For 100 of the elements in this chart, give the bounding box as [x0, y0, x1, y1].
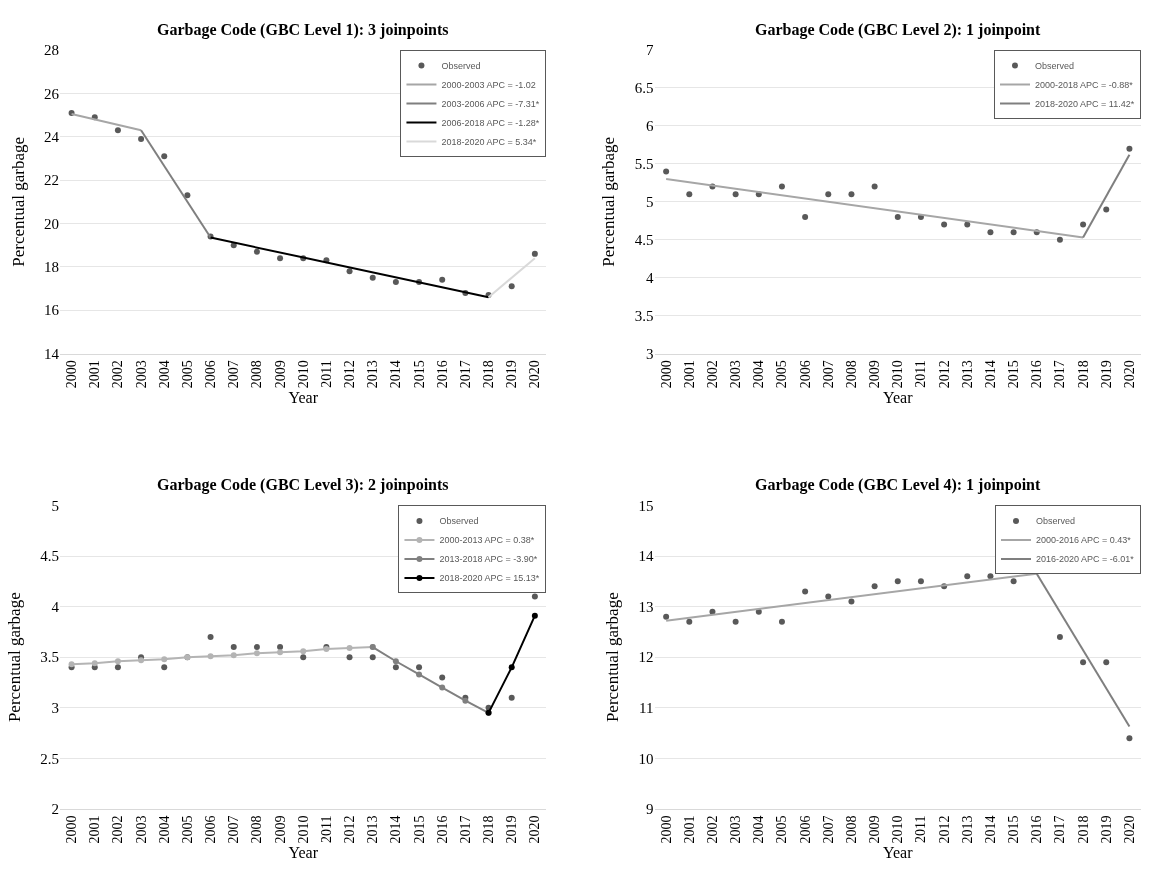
y-tick-label: 3 [646, 345, 654, 362]
y-tick-label: 28 [44, 42, 59, 59]
x-tick-label: 2016 [1029, 815, 1045, 844]
x-tick-label: 2004 [156, 360, 172, 389]
x-tick-label: 2002 [705, 815, 721, 844]
x-tick-label: 2012 [342, 360, 358, 389]
y-tick-label: 7 [646, 42, 655, 59]
x-tick-label: 2017 [457, 815, 473, 844]
legend-label: 2016-2020 APC = -6.01* [1036, 554, 1135, 565]
x-tick-label: 2008 [249, 360, 265, 389]
x-tick-label: 2018 [481, 360, 497, 389]
x-tick-label: 2012 [936, 815, 952, 844]
x-tick-label: 2005 [179, 360, 195, 389]
y-tick-label: 3.5 [40, 649, 59, 666]
y-tick-label: 6.5 [634, 80, 654, 97]
x-tick-label: 2009 [867, 360, 883, 389]
x-tick-label: 2006 [797, 815, 813, 844]
x-tick-label: 2005 [774, 815, 790, 844]
x-tick-label: 2001 [681, 360, 697, 389]
x-tick-label: 2013 [365, 360, 381, 389]
chart-title: Garbage Code (GBC Level 1): 3 joinpoints [157, 21, 449, 39]
x-tick-label: 2004 [751, 360, 767, 389]
y-tick-label: 4 [646, 269, 655, 286]
legend-label: 2018-2020 APC = 15.13* [439, 573, 540, 584]
x-tick-label: 2019 [504, 815, 520, 844]
y-tick-label: 2 [51, 801, 59, 818]
y-tick-label: 18 [44, 259, 59, 276]
x-tick-label: 2011 [913, 360, 929, 388]
x-tick-label: 2010 [295, 360, 311, 389]
x-tick-label: 2005 [179, 815, 195, 844]
y-tick-label: 4.5 [634, 232, 654, 248]
x-axis-title: Year [883, 844, 914, 862]
x-tick-label: 2007 [820, 360, 836, 389]
x-tick-label: 2013 [959, 360, 975, 389]
x-tick-label: 2006 [203, 360, 219, 389]
x-tick-label: 2004 [751, 815, 767, 844]
x-tick-label: 2003 [133, 815, 149, 844]
y-tick-label: 11 [639, 700, 654, 717]
x-tick-label: 2019 [1098, 360, 1114, 389]
y-tick-label: 14 [44, 345, 60, 362]
y-tick-label: 26 [44, 85, 60, 102]
x-tick-label: 2017 [1052, 360, 1068, 389]
x-tick-label: 2014 [388, 360, 404, 389]
x-tick-label: 2020 [1121, 815, 1137, 844]
chart-title: Garbage Code (GBC Level 4): 1 joinpoint [755, 476, 1041, 494]
y-tick-label: 5 [51, 497, 59, 514]
y-tick-label: 5 [646, 194, 654, 211]
legend-label: 2018-2020 APC = 11.42* [1035, 99, 1135, 110]
x-tick-label: 2018 [481, 815, 497, 844]
legend-label: Observed [441, 61, 481, 72]
x-tick-label: 2014 [982, 360, 998, 389]
chart-title: Garbage Code (GBC Level 2): 1 joinpoint [755, 21, 1041, 39]
x-tick-label: 2017 [457, 360, 473, 389]
y-axis-title: Percentual garbage [599, 136, 619, 267]
x-tick-label: 2007 [226, 815, 242, 844]
x-tick-label: 2012 [342, 815, 358, 844]
x-tick-label: 2013 [365, 815, 381, 844]
y-tick-label: 22 [44, 172, 59, 189]
legend-label: 2000-2013 APC = 0.38* [439, 535, 535, 546]
legend-label: 2013-2018 APC = -3.90* [439, 554, 538, 565]
y-tick-label: 2.5 [40, 750, 59, 767]
x-tick-label: 2002 [705, 360, 721, 389]
x-tick-label: 2000 [658, 360, 674, 389]
x-tick-label: 2003 [133, 360, 149, 389]
x-tick-label: 2013 [959, 815, 975, 844]
y-tick-label: 9 [646, 801, 654, 818]
chart-title: Garbage Code (GBC Level 3): 2 joinpoints [157, 476, 449, 494]
x-tick-label: 2010 [890, 360, 906, 389]
x-axis-title: Year [288, 388, 319, 406]
y-tick-label: 13 [638, 598, 654, 615]
x-tick-label: 2000 [658, 815, 674, 844]
legend-label: 2018-2020 APC = 5.34* [441, 137, 537, 148]
y-tick-label: 4.5 [40, 548, 59, 565]
x-tick-label: 2019 [504, 360, 520, 389]
x-tick-label: 2014 [982, 815, 998, 844]
x-tick-label: 2008 [844, 815, 859, 844]
y-axis-title: Percentual garbage [8, 136, 28, 267]
y-tick-label: 14 [638, 548, 655, 565]
x-tick-label: 2015 [411, 815, 427, 844]
x-tick-label: 2008 [249, 815, 265, 844]
x-tick-label: 2006 [797, 360, 813, 389]
x-tick-label: 2020 [527, 815, 543, 844]
y-axis-title: Percentual garbage [4, 592, 24, 723]
y-axis-title: Percentual garbage [603, 592, 623, 723]
x-tick-label: 2015 [411, 360, 427, 389]
x-tick-label: 2010 [890, 815, 906, 844]
x-tick-label: 2001 [681, 815, 697, 844]
y-tick-label: 12 [638, 649, 654, 666]
x-tick-label: 2008 [844, 360, 859, 389]
y-tick-label: 20 [44, 215, 59, 232]
x-tick-label: 2009 [272, 815, 288, 844]
legend-label: 2006-2018 APC = -1.28* [441, 118, 540, 129]
x-tick-label: 2001 [87, 360, 103, 389]
x-tick-label: 2000 [64, 815, 80, 844]
x-tick-label: 2000 [64, 360, 80, 389]
x-tick-label: 2003 [728, 815, 744, 844]
y-tick-label: 16 [44, 302, 60, 319]
x-tick-label: 2015 [1006, 815, 1022, 844]
x-tick-label: 2011 [318, 815, 334, 844]
x-tick-label: 2007 [226, 360, 242, 389]
